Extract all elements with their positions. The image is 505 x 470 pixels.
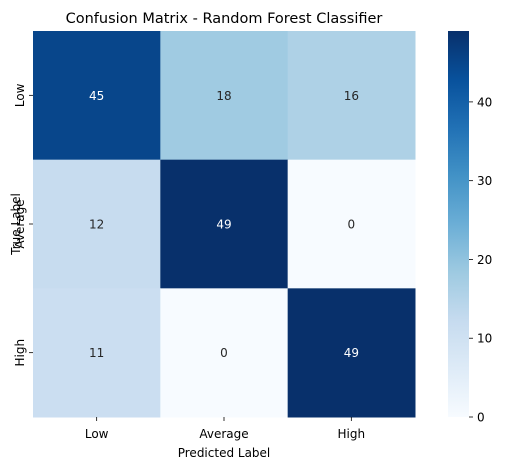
colorbar-tick-label: 0	[477, 411, 485, 425]
heatmap-cell-label: 18	[216, 89, 231, 103]
y-axis-label: True Label	[9, 193, 23, 256]
heatmap-cell	[160, 159, 289, 289]
y-axis: Low Average High	[13, 83, 33, 366]
heatmap-cell-label: 49	[344, 346, 359, 360]
colorbar-tick-label: 40	[477, 95, 492, 109]
heatmap-cell-label: 12	[89, 218, 104, 232]
x-tick-label: Average	[199, 427, 248, 441]
heatmap-cell	[287, 31, 416, 161]
y-tick-label: Low	[13, 83, 27, 107]
colorbar-tick-label: 10	[477, 332, 492, 346]
heatmap-cell-label: 0	[220, 346, 228, 360]
y-tick-label: Average	[13, 199, 27, 248]
x-tick-label: Low	[85, 427, 109, 441]
y-tick-label: High	[13, 339, 27, 367]
heatmap-cell-label: 11	[89, 346, 104, 360]
heatmap-cell	[287, 159, 416, 289]
chart-title: Confusion Matrix - Random Forest Classif…	[66, 11, 383, 27]
x-tick-label: High	[338, 427, 366, 441]
heatmap-cell	[160, 31, 289, 161]
heatmap-cell-label: 49	[216, 218, 231, 232]
x-axis-label: Predicted Label	[178, 446, 271, 460]
heatmap-cell-label: 45	[89, 89, 104, 103]
heatmap-cell-label: 0	[348, 218, 356, 232]
colorbar-ticks: 0 10 20 30 40	[469, 95, 492, 425]
heatmap-cell	[287, 288, 416, 418]
heatmap-cell-labels: 45 18 16 12 49 0 11 0 49	[89, 89, 359, 360]
colorbar-tick-label: 30	[477, 174, 492, 188]
heatmap-cell	[33, 288, 161, 418]
heatmap-cell	[33, 31, 161, 161]
heatmap-cell	[33, 159, 161, 289]
heatmap-cell-label: 16	[344, 89, 359, 103]
colorbar	[448, 31, 469, 417]
heatmap-cell	[160, 288, 289, 418]
heatmap-cells	[33, 31, 416, 418]
colorbar-tick-label: 20	[477, 253, 492, 267]
x-axis: Low Average High	[85, 417, 365, 441]
